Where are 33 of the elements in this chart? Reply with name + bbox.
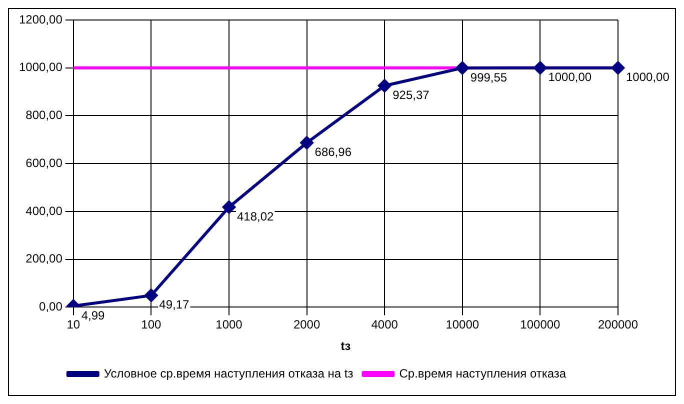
y-tick-label: 0,00 xyxy=(39,300,63,314)
y-tick-label: 1200,00 xyxy=(18,12,63,26)
x-tick-label: 4000 xyxy=(371,318,398,332)
y-tick-label: 800,00 xyxy=(26,108,63,122)
point xyxy=(144,288,158,302)
point xyxy=(378,79,392,92)
legend-label: Условное ср.время наступления отказа на tз xyxy=(104,366,354,380)
x-tick-label: 10000 xyxy=(446,318,480,332)
x-tick-label: 100000 xyxy=(520,318,561,332)
data-label: 686,96 xyxy=(314,145,352,160)
legend-label: Ср.время наступления отказа xyxy=(399,366,566,380)
y-tick-label: 1000,00 xyxy=(18,60,63,74)
data-label: 925,37 xyxy=(392,88,430,102)
point xyxy=(300,136,314,150)
data-label: 1000,00 xyxy=(626,70,670,84)
data-label: 49,17 xyxy=(159,298,190,312)
x-tick-label: 10 xyxy=(66,318,80,332)
y-tick-label: 200,00 xyxy=(26,252,63,266)
x-tick-label: 2000 xyxy=(293,318,320,332)
x-tick-label: 200000 xyxy=(598,318,638,332)
data-label: 4,99 xyxy=(81,308,106,322)
x-axis-title: tз xyxy=(340,339,351,354)
y-tick-label: 400,00 xyxy=(26,204,63,218)
point xyxy=(456,61,469,74)
data-label: 999,55 xyxy=(470,70,508,84)
point xyxy=(612,61,624,74)
data-label: 1000,00 xyxy=(548,70,592,84)
point xyxy=(222,200,236,214)
x-tick-label: 100 xyxy=(141,318,162,332)
x-tick-label: 1000 xyxy=(216,318,243,332)
y-tick-label: 600,00 xyxy=(26,156,63,170)
point xyxy=(534,61,547,74)
data-label: 418,02 xyxy=(236,209,274,224)
